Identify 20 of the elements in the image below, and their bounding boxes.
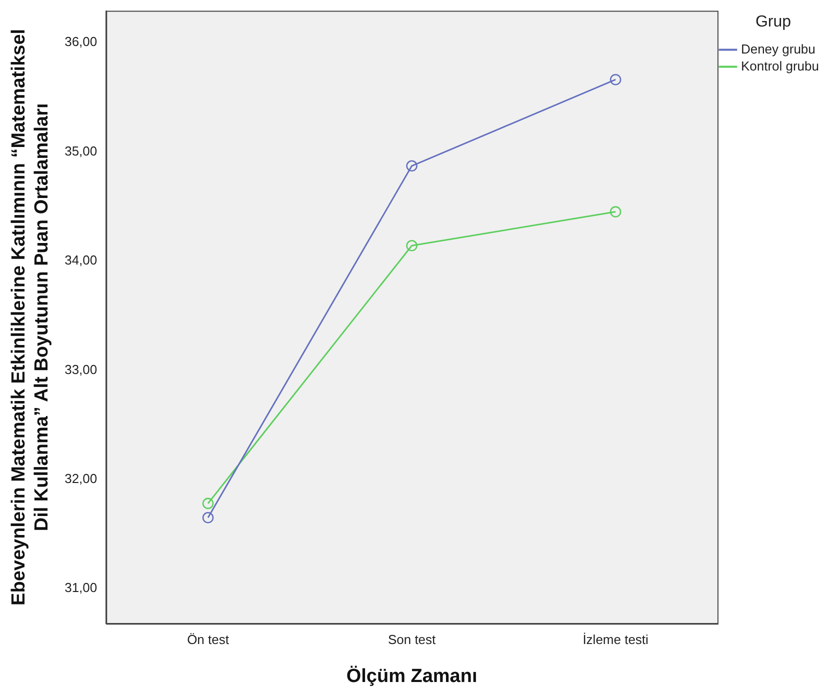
- point: [610, 74, 622, 86]
- x-tick-label: Son test: [388, 632, 436, 647]
- legend-label: Kontrol grubu: [740, 58, 820, 74]
- point: [406, 240, 418, 252]
- x-tick-label: İzleme testi: [582, 632, 649, 647]
- y-tick-label: 36,00: [64, 34, 98, 50]
- y-tick-label: 33,00: [64, 362, 98, 377]
- y-axis-title: Ebeveynlerin Matematik Etkinliklerine Katılımının “Matematiksel Dil Kullanma” Alt Boyutunun Puan Ortalamaları: [8, 28, 52, 606]
- point: [202, 498, 214, 510]
- point: [202, 512, 214, 524]
- legend-title: Grup: [755, 13, 792, 30]
- y-tick-label: 34,00: [64, 252, 98, 268]
- point: [406, 160, 418, 172]
- point: [610, 206, 622, 218]
- x-axis-title: Ölçüm Zamanı: [346, 664, 478, 687]
- legend-label: Deney grubu: [740, 41, 816, 56]
- y-tick-label: 35,00: [64, 143, 98, 158]
- x-tick-label: Ön test: [187, 632, 230, 647]
- y-tick-label: 31,00: [64, 580, 98, 596]
- y-tick-label: 32,00: [64, 470, 98, 486]
